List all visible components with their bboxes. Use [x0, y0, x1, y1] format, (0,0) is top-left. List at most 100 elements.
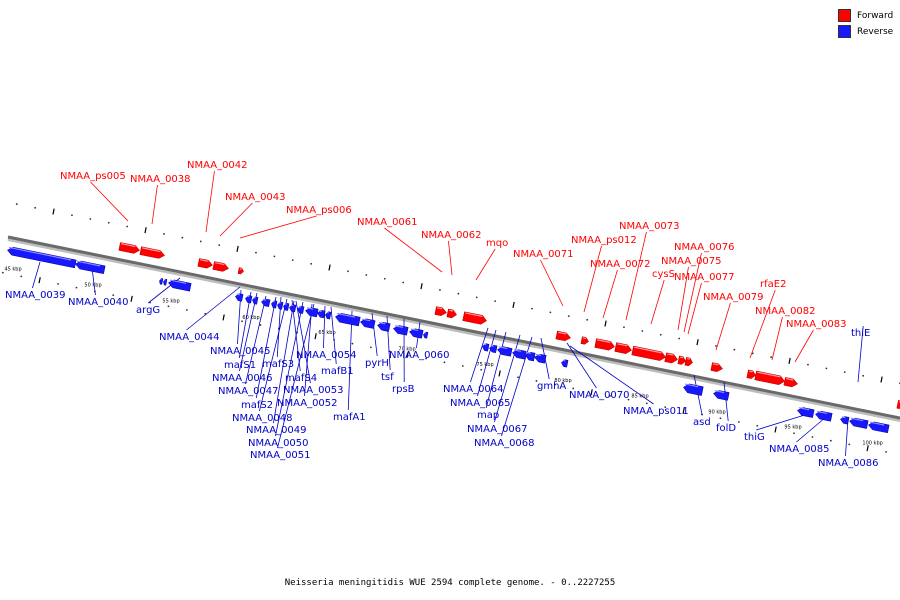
tick-minor [425, 357, 427, 360]
tick-minor [737, 421, 740, 423]
gene-arrow-nmaa-0062 [446, 308, 457, 319]
gene-highlight [816, 410, 828, 415]
gene-label-thig: thiG [744, 432, 765, 443]
gene-arrow-nmaa-0044 [163, 278, 168, 286]
gene-label-nmaa-0045: NMAA_0045 [210, 346, 271, 357]
gene-arrow-nmaa-0042 [197, 258, 213, 269]
gene-label-asd: asd [693, 417, 711, 428]
tick-minor [443, 361, 446, 364]
tick-major [866, 445, 869, 452]
gene-label-nmaa-0070: NMAA_0070 [569, 390, 630, 401]
legend-forward-label: Forward [857, 10, 894, 21]
label-leader-lines [32, 170, 864, 457]
gene-label-nmaa-0038: NMAA_0038 [130, 174, 191, 185]
gene-label-mqo: mqo [486, 238, 508, 249]
gene-highlight [526, 351, 532, 354]
tick-minor [770, 356, 773, 359]
tick-minor [719, 417, 722, 420]
tick-minor [218, 244, 221, 247]
leader-line-nmaa-0079 [715, 302, 731, 351]
leader-line-nmaa-0038 [151, 184, 158, 225]
gene-label-nmaa-0061: NMAA_0061 [357, 217, 418, 228]
gene-label-map: map [477, 410, 499, 421]
gene-highlight [306, 307, 314, 310]
leader-line-mqo [475, 248, 496, 281]
scale-label: 75 kbp [476, 362, 493, 368]
gene-arrow-gmha [534, 353, 547, 364]
gene-arrow-nmaa-0071 [555, 330, 571, 342]
gene-label-nmaa-0064: NMAA_0064 [443, 384, 504, 395]
gene-label-mafs3: mafS3 [262, 359, 294, 370]
tick-minor [126, 225, 129, 228]
leader-line-fold [723, 381, 729, 422]
gene-label-nmaa-0073: NMAA_0073 [619, 221, 680, 232]
gene-highlight [684, 383, 699, 388]
leader-line-nmaa-0065 [477, 329, 497, 397]
tick-major [682, 407, 685, 414]
tick-minor [531, 307, 533, 310]
leader-line-nmaa-0052 [304, 303, 313, 397]
gene-label-nmaa-ps006: NMAA_ps006 [286, 205, 352, 216]
tick-minor [793, 432, 795, 435]
tick-minor [402, 281, 405, 284]
tick-minor [811, 436, 814, 438]
gene-label-nmaa-0082: NMAA_0082 [755, 306, 816, 317]
gene-label-fold: folD [716, 423, 736, 434]
tick-minor [664, 406, 667, 408]
leader-line-nmaa-0068 [501, 336, 533, 437]
gene-label-gmha: gmhA [537, 381, 566, 392]
gene-label-rpsb: rpsB [392, 384, 415, 395]
tick-major [420, 283, 423, 290]
forward-swatch [838, 9, 851, 22]
gene-highlight [714, 390, 725, 394]
leader-line-mafs2 [255, 296, 277, 399]
gene-highlight [394, 325, 404, 328]
tick-minor [627, 398, 630, 401]
gene-label-nmaa-0077: NMAA_0077 [674, 272, 735, 283]
gene-arrow-rpsb [393, 325, 409, 336]
gene-highlight [713, 363, 719, 366]
gene-arrow-asd [683, 383, 704, 396]
gene-arrow-nmaa-0046 [252, 296, 259, 305]
leader-line-nmaa-ps011 [569, 345, 654, 405]
gene-arrow-nmaa-0065 [489, 344, 498, 354]
tick-minor [549, 311, 552, 314]
gene-arrow-nmaa-ps012 [580, 336, 589, 345]
legend-forward: Forward [838, 9, 893, 22]
tick-minor [163, 233, 165, 235]
gene-label-nmaa-ps011: NMAA_ps011 [623, 406, 689, 417]
tick-minor [199, 240, 202, 243]
genome-backbone [7, 235, 900, 422]
tick-major [604, 320, 607, 327]
leader-line-nmaa-0044 [186, 286, 241, 331]
scale-label: 95 kbp [784, 425, 801, 431]
gene-label-cyss: cysS [652, 269, 675, 280]
gene-label-nmaa-ps005: NMAA_ps005 [60, 171, 126, 182]
gene-label-nmaa-0042: NMAA_0042 [187, 160, 248, 171]
gene-label-nmaa-0051: NMAA_0051 [250, 450, 311, 461]
leader-line-nmaa-0047 [245, 295, 267, 385]
tick-minor [733, 348, 736, 351]
gene-arrow-nmaa-0075 [664, 352, 678, 364]
reverse-swatch [838, 25, 851, 38]
gene-highlight [361, 318, 371, 322]
gene-highlight [841, 416, 846, 419]
tick-minor [351, 342, 354, 345]
gene-highlight [449, 309, 454, 312]
gene-highlight [200, 259, 209, 262]
tick-minor [461, 365, 464, 367]
tick-major [144, 227, 147, 234]
gene-highlight [749, 370, 753, 373]
gene-arrow-nmaa-0082 [754, 370, 785, 385]
tick-major [696, 339, 699, 346]
tick-minor [678, 337, 681, 340]
tick-minor [365, 274, 368, 276]
gene-arrow-thig [797, 407, 815, 418]
tick-minor [494, 300, 497, 303]
gene-label-nmaa-ps012: NMAA_ps012 [571, 235, 637, 246]
leader-line-nmaa-0050 [275, 301, 304, 437]
gene-arrow-mafb1 [325, 311, 332, 320]
leader-line-thie [857, 325, 864, 383]
leader-line-nmaa-0051 [277, 303, 315, 449]
gene-arrow-cyss [631, 345, 666, 361]
